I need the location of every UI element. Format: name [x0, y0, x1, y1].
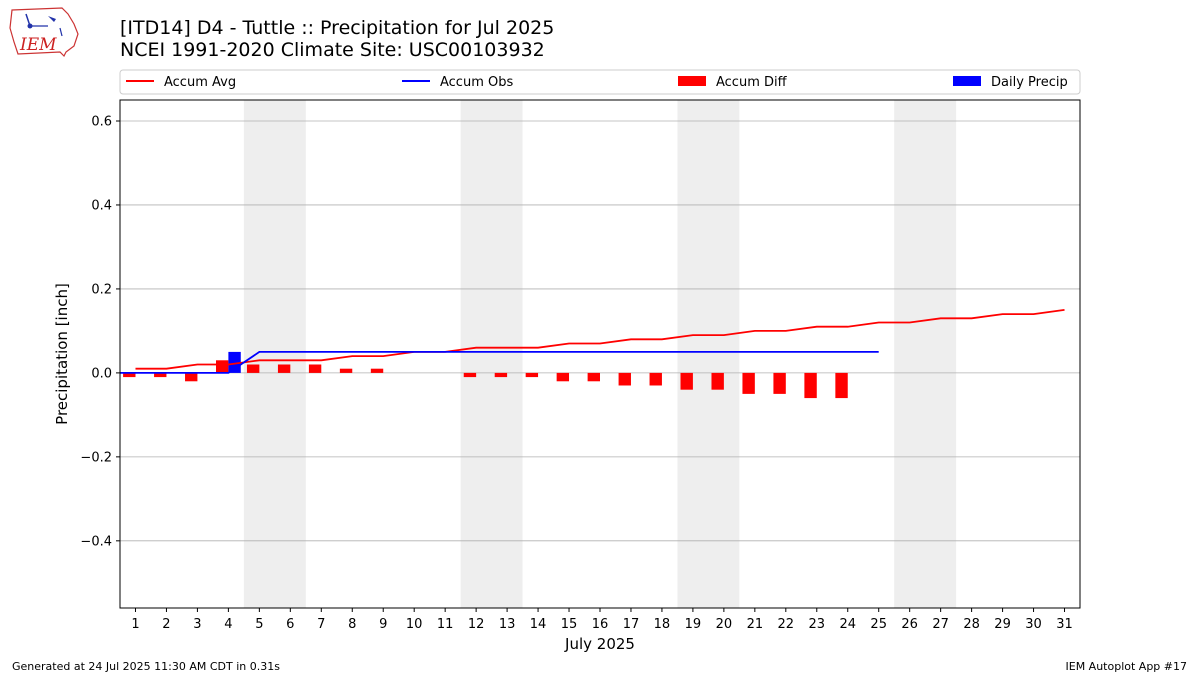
x-tick-label: 26	[901, 617, 918, 632]
y-axis-label: Precipitation [inch]	[53, 283, 71, 425]
x-tick-label: 20	[716, 617, 733, 632]
accum-diff-bar	[742, 372, 755, 394]
generated-footer: Generated at 24 Jul 2025 11:30 AM CDT in…	[12, 660, 280, 673]
accum-diff-bar	[308, 364, 322, 373]
accum-diff-bar	[525, 372, 539, 378]
y-tick-label: 0.6	[91, 114, 112, 129]
accum-diff-bar	[370, 368, 384, 373]
accum-diff-bar	[216, 360, 229, 373]
iem-logo: IEM	[9, 7, 79, 58]
x-tick-label: 24	[839, 617, 856, 632]
weekend-band	[460, 100, 523, 608]
x-tick-label: 4	[224, 617, 232, 632]
x-tick-label: 29	[994, 617, 1011, 632]
accum-diff-bar	[246, 364, 260, 373]
legend-accum-diff-label: Accum Diff	[716, 75, 788, 90]
x-tick-label: 19	[685, 617, 702, 632]
y-tick-label: −0.2	[80, 450, 112, 465]
legend-accum-diff-swatch	[678, 76, 706, 86]
accum-diff-bar	[773, 372, 786, 394]
x-tick-label: 13	[499, 617, 516, 632]
y-tick-label: −0.4	[80, 534, 112, 549]
x-tick-label: 30	[1025, 617, 1042, 632]
accum-diff-bar	[835, 372, 848, 399]
x-tick-label: 1	[131, 617, 139, 632]
x-tick-label: 11	[437, 617, 454, 632]
x-tick-label: 14	[530, 617, 547, 632]
x-tick-label: 27	[932, 617, 949, 632]
accum-obs-line	[120, 351, 879, 374]
svg-text:IEM: IEM	[19, 35, 57, 55]
accum-avg-line	[135, 309, 1065, 370]
y-tick-label: 0.4	[91, 198, 112, 213]
accum-diff-bar	[463, 372, 477, 378]
accum-diff-bar	[649, 372, 662, 386]
accum-diff-bar	[154, 372, 167, 378]
legend-box	[119, 69, 1081, 95]
x-tick-label: 18	[654, 617, 671, 632]
x-tick-label: 6	[286, 617, 294, 632]
accum-diff-bar	[711, 372, 724, 390]
x-tick-label: 3	[193, 617, 201, 632]
x-tick-label: 22	[778, 617, 795, 632]
x-tick-label: 12	[468, 617, 485, 632]
legend: Accum Avg Accum Obs Accum Diff Daily Precip	[119, 69, 1081, 95]
accum-diff-bar	[680, 372, 693, 390]
x-tick-label: 21	[747, 617, 764, 632]
x-tick-label: 23	[809, 617, 826, 632]
x-tick-label: 16	[592, 617, 609, 632]
accum-diff-bar	[277, 364, 291, 373]
x-tick-label: 28	[963, 617, 980, 632]
x-tick-label: 10	[406, 617, 423, 632]
accum-diff-bar	[185, 372, 198, 382]
weekend-band	[677, 100, 740, 608]
accum-diff-bar	[339, 368, 353, 373]
weekend-band	[894, 100, 957, 608]
chart-subtitle: NCEI 1991-2020 Climate Site: USC00103932	[120, 39, 545, 61]
accum-diff-bar	[587, 372, 600, 382]
app-footer: IEM Autoplot App #17	[1065, 660, 1188, 673]
x-tick-label: 9	[379, 617, 387, 632]
accum-diff-bar	[618, 372, 631, 386]
accum-diff-bar	[123, 372, 136, 378]
legend-daily-precip-swatch	[953, 76, 981, 86]
legend-daily-precip-label: Daily Precip	[991, 75, 1068, 90]
x-axis-label: July 2025	[564, 635, 635, 653]
y-tick-label: 0.2	[91, 282, 112, 297]
x-tick-label: 2	[162, 617, 170, 632]
x-tick-label: 31	[1056, 617, 1073, 632]
x-tick-label: 5	[255, 617, 263, 632]
x-tick-label: 25	[870, 617, 887, 632]
x-tick-label: 17	[623, 617, 640, 632]
weekend-band	[243, 100, 306, 608]
x-tick-label: 15	[561, 617, 578, 632]
legend-accum-avg-label: Accum Avg	[164, 75, 236, 90]
accum-diff-bar	[804, 372, 817, 399]
accum-diff-bar	[494, 372, 508, 378]
chart-title: [ITD14] D4 - Tuttle :: Precipitation for…	[120, 17, 555, 39]
legend-accum-obs-label: Accum Obs	[440, 75, 513, 90]
y-tick-label: 0.0	[91, 366, 112, 381]
x-tick-label: 7	[317, 617, 325, 632]
x-tick-label: 8	[348, 617, 356, 632]
accum-diff-bar	[556, 372, 570, 382]
